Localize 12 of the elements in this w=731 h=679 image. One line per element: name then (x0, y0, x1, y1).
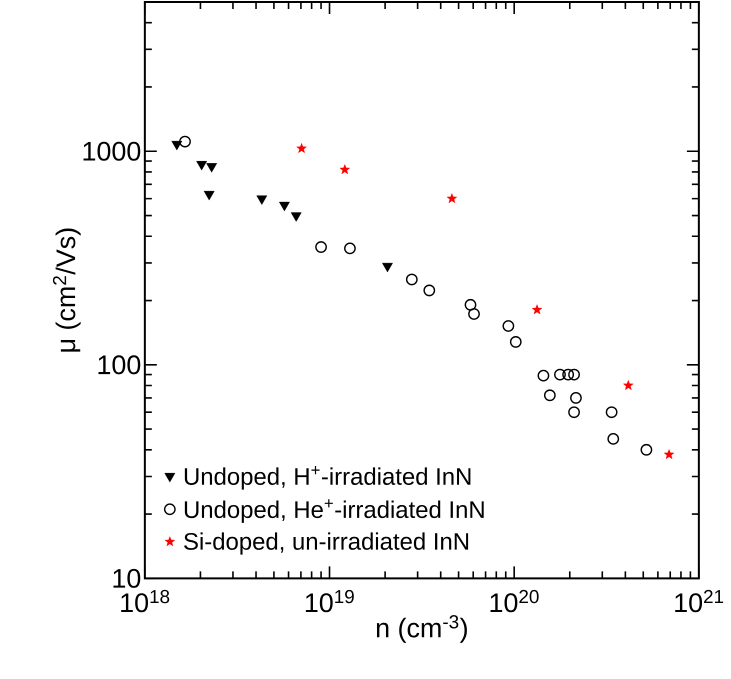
y-tick-label: 10 (113, 568, 140, 588)
y-tick-label: 1000 (84, 142, 140, 161)
x-tick-label: 10$^{20}$ (490, 590, 539, 612)
x-axis-title: n (cm$^{-3}$) (376, 615, 467, 643)
y-axis-title: μ (cm$^{2}$/Vs) (52, 228, 81, 352)
legend-label: Undoped, He$^{+}$-irradiated InN (184, 499, 484, 523)
x-tick-label: 10$^{18}$ (121, 590, 170, 612)
legend-label: Undoped, H$^{+}$-irradiated InN (184, 466, 470, 490)
y-tick-label: 100 (98, 355, 140, 374)
legend-label: Si-doped, un-irradiated InN (184, 532, 468, 555)
x-tick-label: 10$^{21}$ (675, 590, 724, 612)
x-tick-label: 10$^{19}$ (306, 590, 354, 612)
